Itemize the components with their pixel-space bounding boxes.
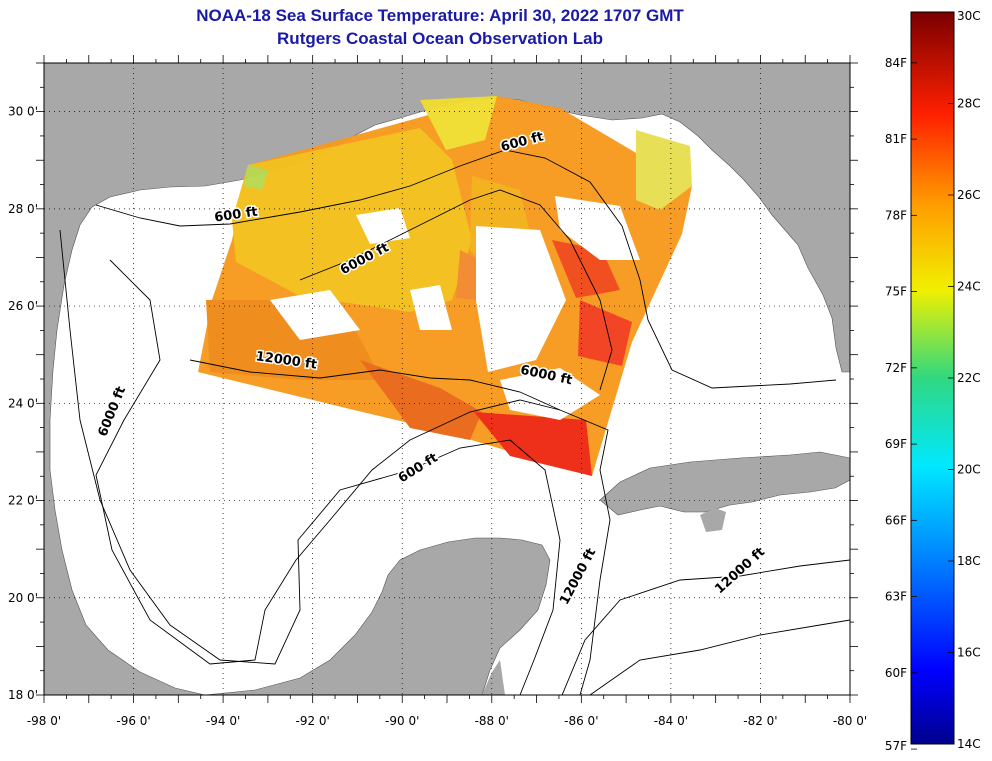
bathymetry-contours	[59, 149, 850, 695]
colorbar-c-label: 28C	[957, 97, 981, 111]
sst-swath	[198, 96, 692, 476]
y-tick-label: 22 0'	[8, 494, 38, 508]
x-tick-label: -94 0'	[206, 714, 240, 728]
x-tick-label: -86 0'	[564, 714, 598, 728]
colorbar	[910, 11, 955, 745]
graticule	[44, 63, 850, 695]
land-us-mexico-coast	[44, 63, 850, 695]
land-cuba	[599, 451, 850, 516]
contour-cayman	[561, 559, 850, 695]
map-area	[44, 63, 850, 695]
colorbar-c-label: 26C	[957, 188, 981, 202]
x-tick-label: -82 0'	[743, 714, 777, 728]
colorbar-f-label: 57F	[885, 739, 907, 753]
contour-600ft-south	[59, 229, 561, 695]
colorbar-c-label: 22C	[957, 371, 981, 385]
contour-12000ft	[189, 359, 561, 411]
y-tick-label: 30 0'	[8, 105, 38, 119]
land-central-america	[482, 660, 505, 695]
x-tick-label: -88 0'	[475, 714, 509, 728]
colorbar-f-label: 63F	[885, 590, 907, 604]
colorbar-c-label: 18C	[957, 554, 981, 568]
x-tick-label: -84 0'	[654, 714, 688, 728]
contour-600ft-north	[95, 149, 837, 389]
land-yucatan	[204, 537, 551, 695]
x-tick-label: -92 0'	[295, 714, 329, 728]
land-isle-of-youth	[700, 508, 726, 532]
y-tick-label: 20 0'	[8, 591, 38, 605]
y-tick-label: 28 0'	[8, 202, 38, 216]
colorbar-c-label: 14C	[957, 737, 981, 751]
y-tick-label: 26 0'	[8, 299, 38, 313]
colorbar-f-label: 72F	[885, 361, 907, 375]
contour-cayman-2	[589, 619, 850, 695]
y-tick-label: 18 0'	[8, 688, 38, 702]
x-tick-label: -90 0'	[385, 714, 419, 728]
colorbar-f-label: 78F	[885, 208, 907, 222]
y-axis-labels: 30 0' 28 0' 26 0' 24 0' 22 0' 20 0' 18 0'	[8, 105, 38, 702]
x-axis-labels: -98 0' -96 0' -94 0' -92 0' -90 0' -88 0' -86 …	[27, 714, 867, 728]
colorbar-f-label: 69F	[885, 437, 907, 451]
x-tick-label: -96 0'	[116, 714, 150, 728]
map-title: NOAA-18 Sea Surface Temperature: April 3…	[196, 6, 684, 25]
colorbar-c-label: 16C	[957, 646, 981, 660]
colorbar-c-label: 24C	[957, 280, 981, 294]
x-tick-label: -80 0'	[833, 714, 867, 728]
colorbar-labels: 30C 28C 26C 24C 22C 20C 18C 16C 14C 84F 81F 78F 75F 7…	[885, 9, 981, 753]
colorbar-f-label: 60F	[885, 666, 907, 680]
colorbar-f-label: 66F	[885, 513, 907, 527]
colorbar-f-label: 84F	[885, 56, 907, 70]
y-tick-label: 24 0'	[8, 396, 38, 410]
axis-ticks	[36, 55, 858, 703]
colorbar-c-label: 30C	[957, 9, 981, 23]
colorbar-f-label: 81F	[885, 132, 907, 146]
contour-6000ft-north	[299, 189, 613, 391]
map-subtitle: Rutgers Coastal Ocean Observation Lab	[277, 29, 603, 48]
colorbar-c-label: 20C	[957, 463, 981, 477]
x-tick-label: -98 0'	[27, 714, 61, 728]
colorbar-f-label: 75F	[885, 285, 907, 299]
contour-6000ft-west	[95, 259, 611, 695]
